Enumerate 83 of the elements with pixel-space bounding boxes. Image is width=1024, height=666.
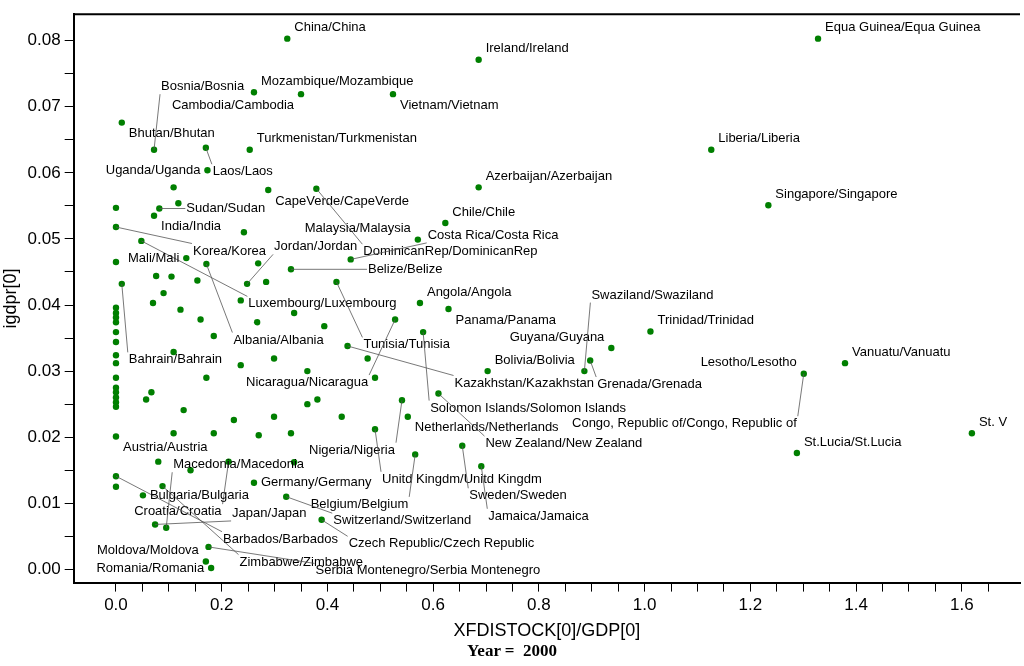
x-tick-label: 0.2 <box>209 595 234 615</box>
annotation: Congo, Republic of/Congo, Republic of <box>572 415 798 431</box>
x-tick-label: 0.6 <box>421 595 445 615</box>
annotation: Albania/Albania <box>233 331 325 347</box>
x-tick-label: 1.6 <box>950 595 974 615</box>
annotation: Cambodia/Cambodia <box>171 96 295 112</box>
annotation: Vanuatu/Vanuatu <box>852 343 951 359</box>
annotation: Luxembourg/Luxembourg <box>248 295 397 311</box>
text: Year = 2000 <box>466 641 558 661</box>
annotation: Grenada/Grenada <box>597 376 703 392</box>
annotation: Lesotho/Lesotho <box>700 354 797 370</box>
annotation: Mozambique/Mozambique <box>260 72 414 88</box>
annotation: Moldova/Moldova <box>96 542 200 558</box>
x-tick-label: 0.4 <box>315 595 340 615</box>
x-tick-label: 1.4 <box>844 595 868 615</box>
annotation: Solomon Islands/Solomon Islands <box>430 399 627 415</box>
annotation: Azerbaijan/Azerbaijan <box>485 167 613 183</box>
annotation: Swaziland/Swaziland <box>591 286 714 302</box>
annotation: Belgium/Belgium <box>310 495 409 511</box>
y-tick-label: 0.02 <box>27 426 61 446</box>
annotation: Equa Guinea/Equa Guinea <box>825 19 982 35</box>
annotation: Malaysia/Malaysia <box>304 220 412 236</box>
annotation: Mali/Mali <box>128 249 180 265</box>
annotation: Costa Rica/Costa Rica <box>427 226 560 242</box>
annotation: Barbados/Barbados <box>222 530 339 546</box>
y-tick-label: 0.03 <box>27 360 61 380</box>
y-tick-label: 0.00 <box>27 559 61 579</box>
annotation: Switzerland/Switzerland <box>333 512 472 528</box>
annotation: Angola/Angola <box>426 283 513 299</box>
annotation: Germany/Germany <box>260 474 372 490</box>
annotation: Jamaica/Jamaica <box>488 507 590 523</box>
annotation: Japan/Japan <box>232 505 307 521</box>
annotation: Tunisia/Tunisia <box>363 336 451 352</box>
annotation: Ireland/Ireland <box>485 40 569 56</box>
y-tick-label: 0.08 <box>27 30 61 50</box>
annotation: Czech Republic/Czech Republic <box>348 535 535 551</box>
annotation: Bulgaria/Bulgaria <box>149 486 250 502</box>
annotation: Panama/Panama <box>455 311 557 327</box>
annotation: Netherlands/Netherlands <box>414 419 560 435</box>
annotation: Turkmenistan/Turkmenistan <box>256 130 417 146</box>
annotation: Romania/Romania <box>96 559 205 575</box>
annotation: Kazakhstan/Kazakhstan <box>454 374 595 390</box>
annotation: Vietnam/Vietnam <box>400 96 499 112</box>
annotation: Singapore/Singapore <box>775 185 898 201</box>
x-tick-label: 0.0 <box>104 595 128 615</box>
annotation: Chile/Chile <box>452 203 516 219</box>
annotation: Korea/Korea <box>192 242 267 258</box>
annotation: Bahrain/Bahrain <box>128 351 223 367</box>
annotation: Macedonia/Macedonia <box>173 456 305 472</box>
annotation: Bolivia/Bolivia <box>494 351 576 367</box>
x-axis-title: XFDISTOCK[0]/GDP[0] <box>453 619 641 640</box>
annotation: Guyana/Guyana <box>509 328 606 344</box>
annotation: Uganda/Uganda <box>105 161 202 177</box>
x-tick-label: 0.8 <box>527 595 551 615</box>
annotation: Liberia/Liberia <box>718 130 801 146</box>
annotation: Nicaragua/Nicaragua <box>245 374 369 390</box>
annotation: Austria/Austria <box>122 439 209 455</box>
annotation: DominicanRep/DominicanRep <box>363 243 538 259</box>
annotation: Trinidad/Trinidad <box>657 312 755 328</box>
y-tick-label: 0.06 <box>27 162 61 182</box>
annotation: Bhutan/Bhutan <box>128 125 215 141</box>
annotation: St. V <box>978 413 1008 429</box>
y-axis-title: igdpr[0] <box>0 268 20 329</box>
x-tick-label: 1.0 <box>632 595 657 615</box>
y-tick-label: 0.01 <box>27 492 61 512</box>
y-tick-label: 0.07 <box>27 96 61 116</box>
annotation: St.Lucia/St.Lucia <box>803 433 903 449</box>
annotation: Nigeria/Nigeria <box>309 441 396 457</box>
annotation: Belize/Belize <box>367 260 443 276</box>
annotation: Sweden/Sweden <box>469 487 567 503</box>
y-tick-label: 0.04 <box>27 294 61 314</box>
annotation: India/India <box>161 218 222 234</box>
annotation: China/China <box>294 19 367 35</box>
y-tick-label: 0.05 <box>27 228 61 248</box>
x-tick-label: 1.2 <box>738 595 763 615</box>
annotation: Bosnia/Bosnia <box>161 78 245 94</box>
annotation: New Zealand/New Zealand <box>485 435 643 451</box>
annotation: CapeVerde/CapeVerde <box>275 192 409 208</box>
annotation: Croatia/Croatia <box>134 503 223 519</box>
annotation: Unitd Kingdm/Unitd Kingdm <box>382 470 542 486</box>
annotation: Jordan/Jordan <box>274 238 358 254</box>
annotation: Sudan/Sudan <box>186 200 266 216</box>
annotation: Laos/Laos <box>212 163 274 179</box>
